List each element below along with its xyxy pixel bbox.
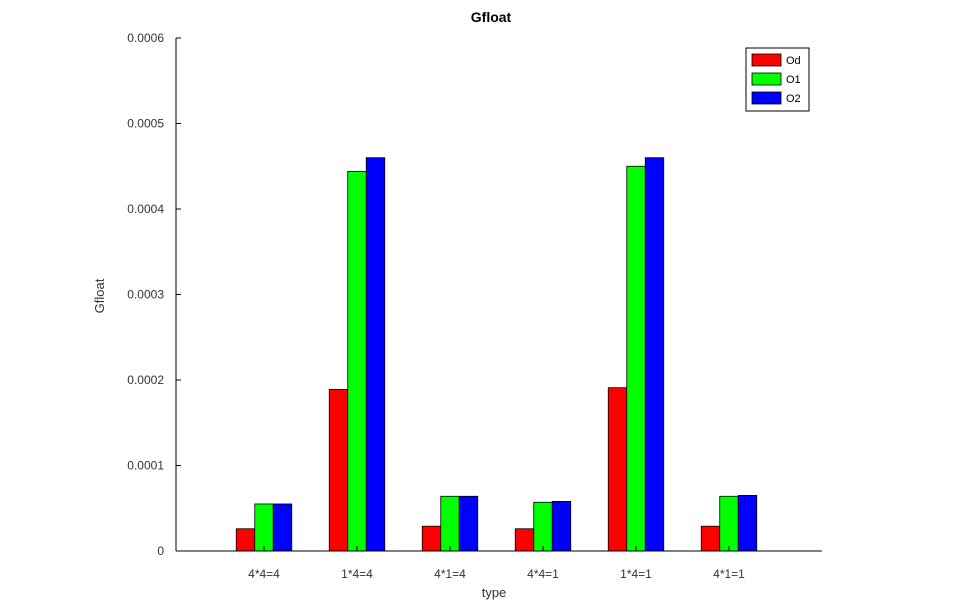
legend-swatch-o1 [751, 72, 782, 86]
bar-o2 [272, 503, 293, 552]
bar-o2 [551, 501, 572, 552]
y-tick-label: 0.0001 [127, 459, 164, 473]
y-tick-label: 0.0004 [127, 202, 164, 216]
x-tick-label: 4*4=4 [248, 567, 280, 581]
bar-o1 [347, 170, 367, 552]
y-tick-label: 0.0006 [127, 31, 164, 45]
x-axis-label: type [482, 585, 507, 600]
bar-o1 [626, 165, 646, 552]
legend-label-o2: O2 [786, 93, 801, 105]
x-tick-label: 1*4=1 [620, 567, 652, 581]
bar-od [514, 528, 535, 552]
bar-o1 [719, 495, 739, 552]
legend-label-o1: O1 [786, 74, 801, 86]
bar-o1 [533, 501, 553, 552]
x-tick-label: 1*4=4 [341, 567, 373, 581]
bar-o2 [644, 157, 665, 552]
bar-o1 [254, 503, 274, 552]
bar-od [700, 525, 721, 552]
x-tick-label: 4*1=4 [434, 567, 466, 581]
x-tick-label: 4*4=1 [527, 567, 559, 581]
bar-od [235, 528, 256, 552]
y-tick-label: 0.0003 [127, 288, 164, 302]
chart-title: Gfloat [471, 9, 512, 25]
bar-od [421, 525, 442, 552]
y-axis-label: Gfloat [92, 278, 107, 313]
bar-o2 [458, 495, 479, 552]
x-tick-label: 4*1=1 [713, 567, 745, 581]
legend-swatch-od [751, 53, 782, 67]
bar-o2 [737, 495, 758, 552]
legend: Od O1 O2 [745, 47, 810, 112]
x-axis-ticks: 4*4=4 1*4=4 4*1=4 4*4=1 1*4=1 4*1=1 [248, 546, 745, 581]
y-tick-label: 0.0005 [127, 117, 164, 131]
y-tick-label: 0.0002 [127, 373, 164, 387]
bar-o1 [440, 495, 460, 552]
legend-swatch-o2 [751, 91, 782, 105]
y-tick-label: 0 [157, 544, 164, 558]
bar-od [607, 387, 628, 552]
legend-label-od: Od [786, 55, 801, 67]
bars [235, 157, 758, 552]
bar-od [328, 389, 349, 552]
y-axis-ticks: 0 0.0001 0.0002 0.0003 0.0004 0.0005 0.0006 [127, 31, 181, 558]
bar-o2 [365, 157, 386, 552]
